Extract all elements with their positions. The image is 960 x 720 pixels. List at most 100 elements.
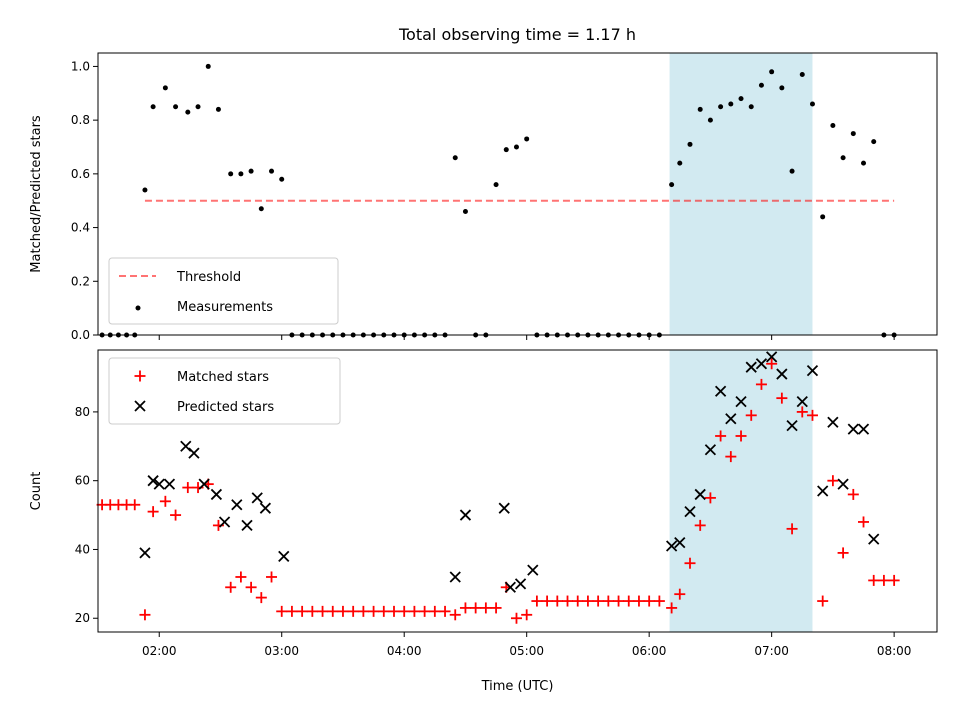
x-tick-label: 04:00 <box>387 644 422 658</box>
legend-box <box>108 257 339 325</box>
predicted-star-point <box>766 351 778 363</box>
predicted-star-point <box>714 385 727 397</box>
matched-star-point <box>796 406 808 418</box>
legend-predicted-swatch-b <box>134 400 146 412</box>
measurement-point <box>707 117 713 123</box>
matched-star-point <box>347 605 359 617</box>
measurement-point <box>738 96 744 102</box>
measurement-point <box>769 69 775 75</box>
legend-label: Measurements <box>177 300 273 315</box>
matched-star-point <box>582 595 594 607</box>
matched-star-point <box>170 509 182 521</box>
matched-star-point <box>858 516 870 528</box>
predicted-star-point-b <box>449 571 461 583</box>
y-tick-label: 0.6 <box>71 167 90 181</box>
x-axis-label: Time (UTC) <box>481 679 554 694</box>
matched-star-point <box>129 499 141 511</box>
matched-star-point <box>139 609 151 621</box>
y-tick-label: 40 <box>75 542 90 556</box>
y-tick-label: 80 <box>75 405 90 419</box>
predicted-star-point-b <box>665 540 678 552</box>
measurement-point <box>718 104 724 110</box>
predicted-star-point <box>684 505 696 518</box>
measurement-point <box>728 101 734 107</box>
predicted-star-point-b <box>796 395 808 408</box>
matched-star-point <box>735 430 747 442</box>
predicted-star-point <box>459 509 472 521</box>
matched-star-point <box>286 605 298 617</box>
predicted-star-point <box>786 420 798 432</box>
measurement-point <box>748 104 754 110</box>
matched-star-point <box>182 482 194 494</box>
y-axis-label: Matched/Predicted stars <box>29 115 44 273</box>
y-tick-label: 0.2 <box>71 274 90 288</box>
measurement-point <box>669 182 675 188</box>
measurement-point <box>513 144 519 150</box>
matched-star-point <box>490 602 502 614</box>
predicted-star-point <box>504 581 516 593</box>
predicted-star-point <box>847 423 859 435</box>
y-tick-label: 0.4 <box>71 221 90 235</box>
legend-predicted-swatch <box>134 400 146 412</box>
measurement-point <box>279 176 285 182</box>
measurement-point <box>524 136 530 142</box>
legend-measurement-swatch <box>135 305 141 311</box>
y-tick-label: 1.0 <box>71 59 90 73</box>
legend-label: Matched stars <box>177 370 269 385</box>
matched-star-point <box>786 523 798 535</box>
matched-star-point <box>510 612 522 624</box>
predicted-star-point-b <box>735 395 747 408</box>
predicted-star-point-b <box>198 478 210 490</box>
predicted-star-point <box>745 361 757 373</box>
measurement-point <box>185 109 191 115</box>
predicted-star-point <box>241 519 253 532</box>
matched-star-point <box>623 595 635 607</box>
predicted-star-point-b <box>745 361 757 373</box>
measurement-point <box>840 155 846 161</box>
predicted-star-point-b <box>278 550 290 562</box>
predicted-star-point <box>755 358 768 370</box>
measurement-point <box>162 85 168 91</box>
matched-star-point <box>541 595 553 607</box>
predicted-star-point <box>147 475 159 487</box>
matched-star-point <box>694 519 706 531</box>
predicted-star-point <box>163 478 176 490</box>
measurement-point <box>820 214 826 220</box>
predicted-star-point-b <box>725 413 737 425</box>
measurement-point <box>142 187 148 193</box>
predicted-star-point <box>837 478 849 490</box>
x-tick-label: 08:00 <box>877 644 912 658</box>
predicted-star-point-b <box>847 423 859 435</box>
legend: Threshold Measurements <box>108 257 339 325</box>
measurement-point <box>861 160 867 166</box>
predicted-star-point <box>449 571 461 583</box>
predicted-star-point <box>188 447 200 459</box>
legend-label: Predicted stars <box>177 400 274 415</box>
x-tick-label: 06:00 <box>632 644 667 658</box>
measurement-point <box>205 63 211 69</box>
matched-star-point <box>766 358 778 370</box>
measurement-point <box>697 106 703 112</box>
y-axis-label: Count <box>29 472 44 511</box>
highlight-span <box>669 53 813 335</box>
matched-star-point <box>378 605 390 617</box>
matched-star-point <box>368 605 380 617</box>
matched-star-point <box>429 605 441 617</box>
matched-star-point <box>776 392 788 404</box>
measurement-point <box>758 82 764 88</box>
measurement-point <box>269 168 275 174</box>
predicted-star-point-b <box>231 499 243 511</box>
matched-star-point <box>317 605 329 617</box>
matched-star-point <box>147 506 159 518</box>
matched-star-point <box>159 495 171 507</box>
measurement-point <box>779 85 785 91</box>
matched-star-point <box>255 592 267 604</box>
predicted-star-point-b <box>188 447 200 459</box>
predicted-star-point-b <box>766 351 778 363</box>
predicted-star-point-b <box>153 478 165 490</box>
measurement-point <box>150 104 156 110</box>
predicted-star-point-b <box>868 533 880 545</box>
axes-frame <box>97 52 938 336</box>
y-tick-label: 60 <box>75 474 90 488</box>
measurement-point <box>503 147 509 153</box>
